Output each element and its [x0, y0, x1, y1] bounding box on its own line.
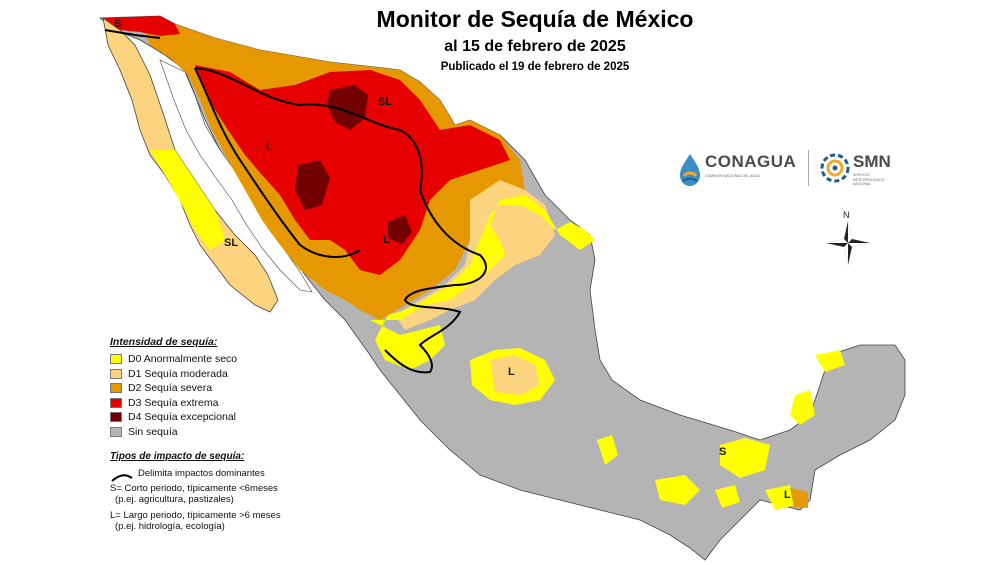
area-d3-north [195, 65, 510, 275]
area-d2-chiapas [790, 488, 808, 508]
smn-name: SMN [853, 152, 891, 171]
area-d0-oaxaca [655, 475, 700, 505]
label-l-yucatan: L [784, 489, 791, 501]
area-d0-west-coast [370, 195, 595, 370]
impact-lines [104, 29, 487, 374]
area-d4-sonora [295, 160, 330, 210]
map-date: al 15 de febrero de 2025 [444, 38, 626, 55]
label-l-sonora: L [266, 141, 273, 153]
legend-heading: Intensidad de sequía: [110, 336, 218, 348]
swatch-d1 [110, 368, 122, 379]
conagua-subtitle: COMISIÓN NACIONAL DEL AGUA [705, 174, 760, 178]
area-d4-durango [388, 215, 412, 244]
swatch-d2 [110, 383, 122, 394]
area-d0-baja-south [150, 150, 225, 250]
smn-subtitle: SERVICIO METEOROLÓGICO NACIONAL [853, 173, 885, 186]
label-l-center: L [508, 366, 515, 378]
baja-inland-gulf [159, 59, 313, 293]
published-date: Publicado el 19 de febrero de 2025 [440, 61, 630, 73]
impact-short-term: S= Corto periodo, típicamente <6meses (p… [110, 483, 278, 505]
area-d0-veracruz [597, 435, 618, 465]
area-d3-baja-nw [104, 16, 180, 36]
area-d0-yucatan-north [815, 350, 845, 372]
area-d0-chiapas-east [765, 485, 795, 510]
water-drop-icon [680, 154, 700, 186]
agency-logos: CONAGUA COMISIÓN NACIONAL DEL AGUA SMN S… [675, 146, 905, 194]
impact-line-item: Delimita impactos dominantes [110, 468, 340, 479]
logo-separator [808, 150, 809, 186]
label-sl-baja: SL [224, 237, 239, 249]
impact-legend: Tipos de impacto de sequía: Delimita imp… [110, 451, 340, 537]
compass-north-label: N [843, 210, 850, 220]
legend-item-d2: D2 Sequía severa [110, 381, 330, 396]
spiral-icon [820, 153, 850, 183]
impact-line-label: Delimita impactos dominantes [138, 468, 265, 479]
label-l-durango: L [383, 234, 390, 246]
impact-long-term: L= Largo periodo, típicamente >6 meses (… [110, 510, 281, 532]
intensity-legend: Intensidad de sequía: D0 Anormalmente se… [110, 336, 330, 439]
legend-item-d4: D4 Sequía excepcional [110, 410, 330, 425]
impact-line-sample-icon [111, 474, 133, 482]
swatch-d4 [110, 412, 122, 423]
area-d0-chiapas [715, 485, 740, 508]
swatch-none [110, 426, 122, 437]
label-sl-north: SL [378, 96, 393, 108]
area-d0-yucatan-west [790, 390, 815, 425]
baja-california [102, 17, 279, 313]
area-d4-chihuahua [327, 85, 368, 130]
conagua-name: CONAGUA [705, 152, 797, 171]
label-s-northwest: S [114, 18, 122, 30]
legend-item-none: Sin sequía [110, 425, 330, 440]
impact-line-sonora [194, 67, 361, 258]
legend-item-d0: D0 Anormalmente seco [110, 352, 330, 367]
legend-item-d1: D1 Sequía moderada [110, 367, 330, 382]
compass-rose [826, 221, 870, 265]
legend-item-d3: D3 Sequía extrema [110, 396, 330, 411]
area-d0-tabasco [720, 438, 770, 478]
label-s-south: S [719, 446, 727, 458]
area-d1-center [490, 355, 540, 395]
impact-line-north [104, 29, 487, 374]
drought-areas [104, 16, 845, 510]
compass-icon [826, 221, 870, 265]
swatch-d0 [110, 354, 122, 365]
swatch-d3 [110, 397, 122, 408]
impact-heading: Tipos de impacto de sequía: [110, 451, 245, 462]
map-title: Monitor de Sequía de México [376, 6, 694, 32]
